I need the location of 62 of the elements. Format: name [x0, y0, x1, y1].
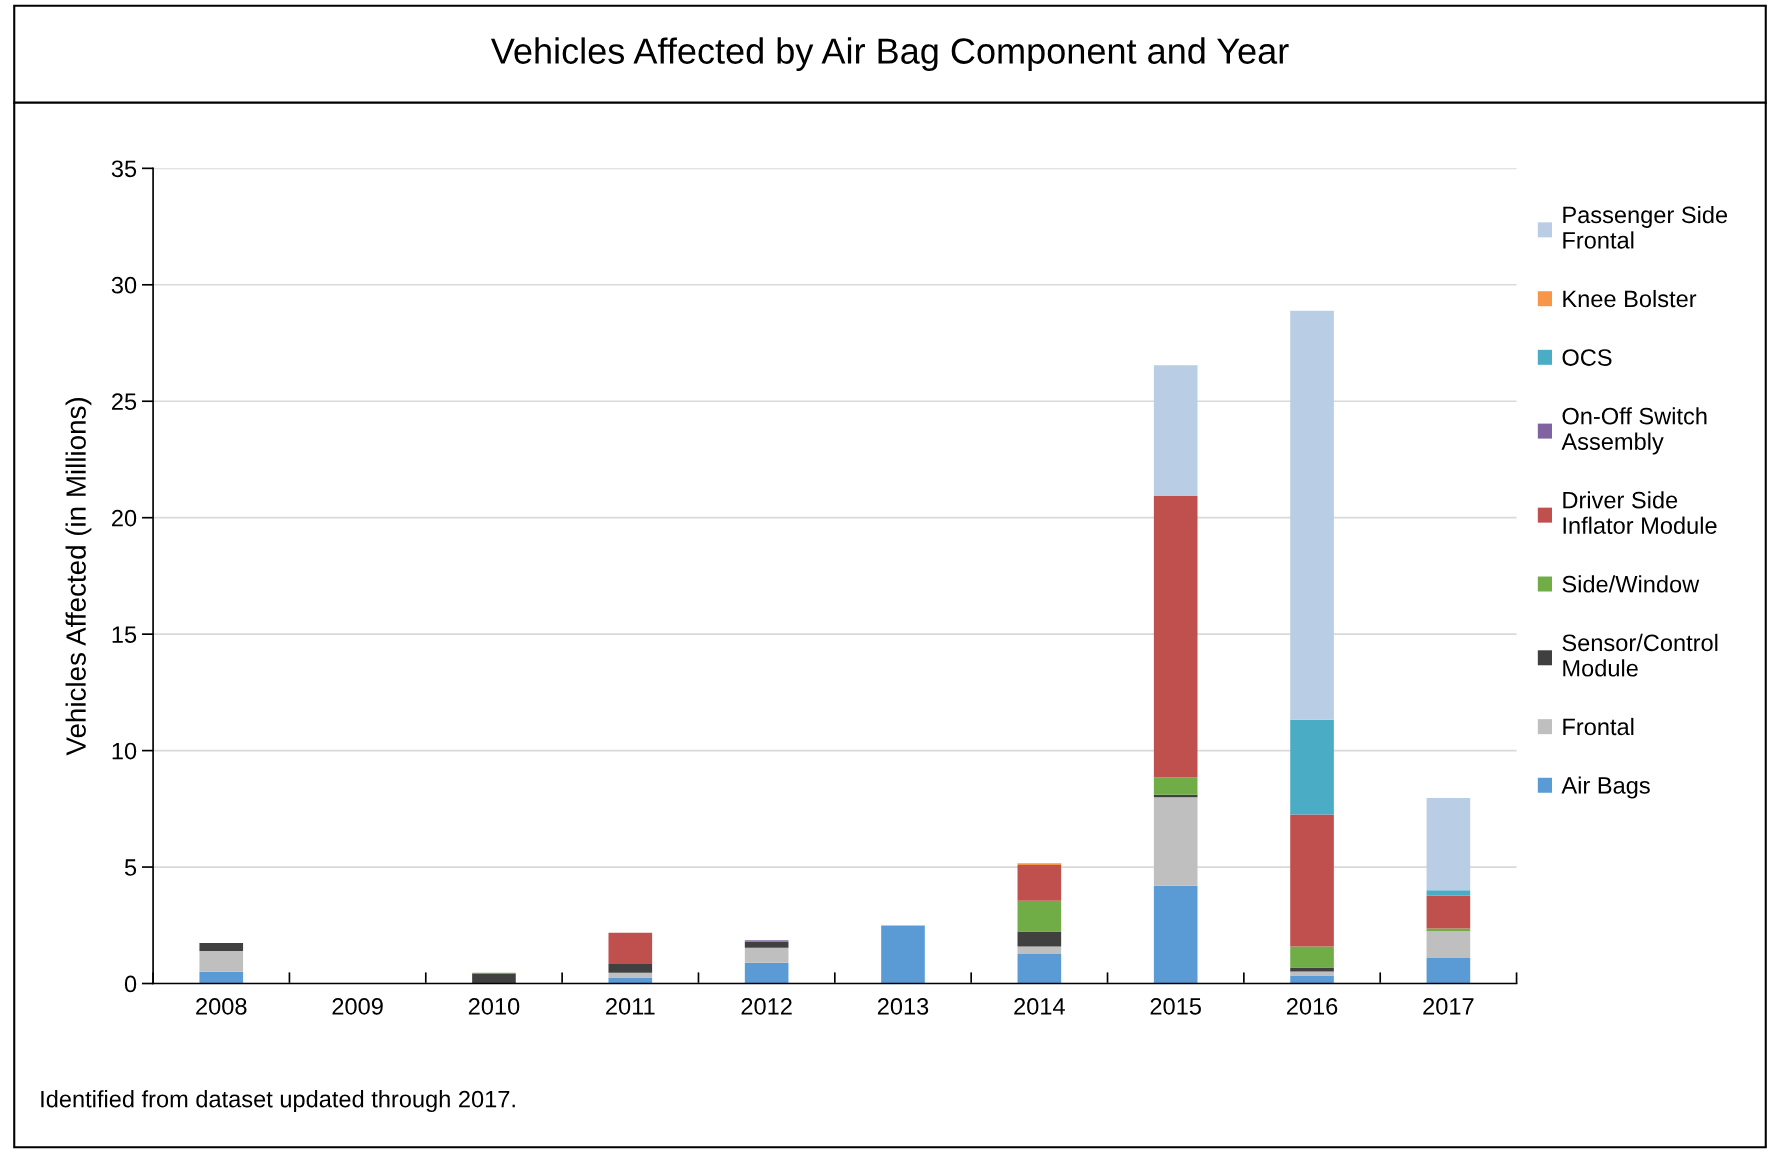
bar	[1426, 890, 1471, 896]
legend-label: Sensor/Control Module	[1562, 633, 1718, 677]
bar	[1290, 946, 1334, 968]
bar	[608, 932, 653, 964]
y-tick-label: 30	[111, 276, 137, 294]
x-tick-label: 2009	[332, 998, 383, 1015]
x-tick-label: 2008	[196, 998, 247, 1015]
bar	[744, 947, 789, 963]
bar	[1153, 365, 1198, 497]
y-tick-label: 25	[112, 393, 137, 411]
legend-label: Side/Window	[1562, 575, 1700, 593]
bar	[1290, 967, 1334, 972]
bar	[881, 925, 925, 984]
bar	[1290, 310, 1334, 720]
y-axis-title: Vehicles Affected (in Millions)	[65, 398, 92, 756]
legend-label: Passenger Side Frontal	[1563, 205, 1728, 249]
bar	[1290, 719, 1334, 815]
bar	[1290, 971, 1334, 976]
x-tick-label: 2011	[606, 998, 655, 1015]
y-tick-label: 20	[112, 509, 137, 527]
x-tick-label: 2014	[1014, 998, 1065, 1015]
bar	[1153, 797, 1198, 886]
legend-label: Air Bags	[1561, 776, 1650, 799]
x-tick-label: 2017	[1423, 998, 1474, 1015]
bar	[1290, 814, 1334, 947]
bar	[1017, 953, 1062, 984]
y-tick-label: 0	[124, 975, 137, 993]
bar	[472, 973, 516, 984]
y-tick-label: 35	[111, 160, 137, 178]
bar	[1017, 946, 1062, 954]
legend-label: Driver Side Inflator Module	[1563, 491, 1717, 534]
bar	[1153, 777, 1198, 795]
bar	[1017, 864, 1062, 901]
bar	[199, 942, 244, 951]
bar	[199, 971, 244, 984]
bar	[1153, 885, 1198, 984]
bar	[1426, 931, 1471, 959]
legend-label: Frontal	[1563, 717, 1634, 736]
bar	[744, 941, 789, 948]
y-tick-label: 15	[112, 626, 137, 643]
x-tick-label: 2013	[877, 998, 929, 1015]
x-tick-label: 2012	[741, 998, 792, 1015]
bar	[1426, 895, 1471, 929]
legend-label: On-Off Switch Assembly	[1561, 407, 1707, 455]
bar	[1017, 900, 1062, 932]
bar	[1017, 931, 1062, 947]
x-tick-label: 2010	[468, 998, 520, 1015]
bar	[744, 962, 789, 984]
text: Identified from dataset updated through 2017.	[41, 1090, 515, 1113]
x-tick-label: 2015	[1150, 998, 1201, 1015]
bar	[199, 950, 244, 972]
bar	[608, 963, 653, 973]
x-tick-label: 2016	[1286, 998, 1338, 1015]
legend-label: Knee Bolster	[1563, 289, 1697, 308]
chart-title: Vehicles Affected by Air Bag Component and Year	[490, 37, 1289, 72]
bar	[1426, 958, 1471, 984]
bar	[1426, 798, 1471, 891]
bar	[1153, 496, 1198, 778]
legend-label: OCS	[1562, 349, 1612, 366]
y-tick-label: 5	[124, 859, 137, 876]
bar	[608, 977, 653, 984]
y-tick-label: 10	[112, 742, 137, 760]
